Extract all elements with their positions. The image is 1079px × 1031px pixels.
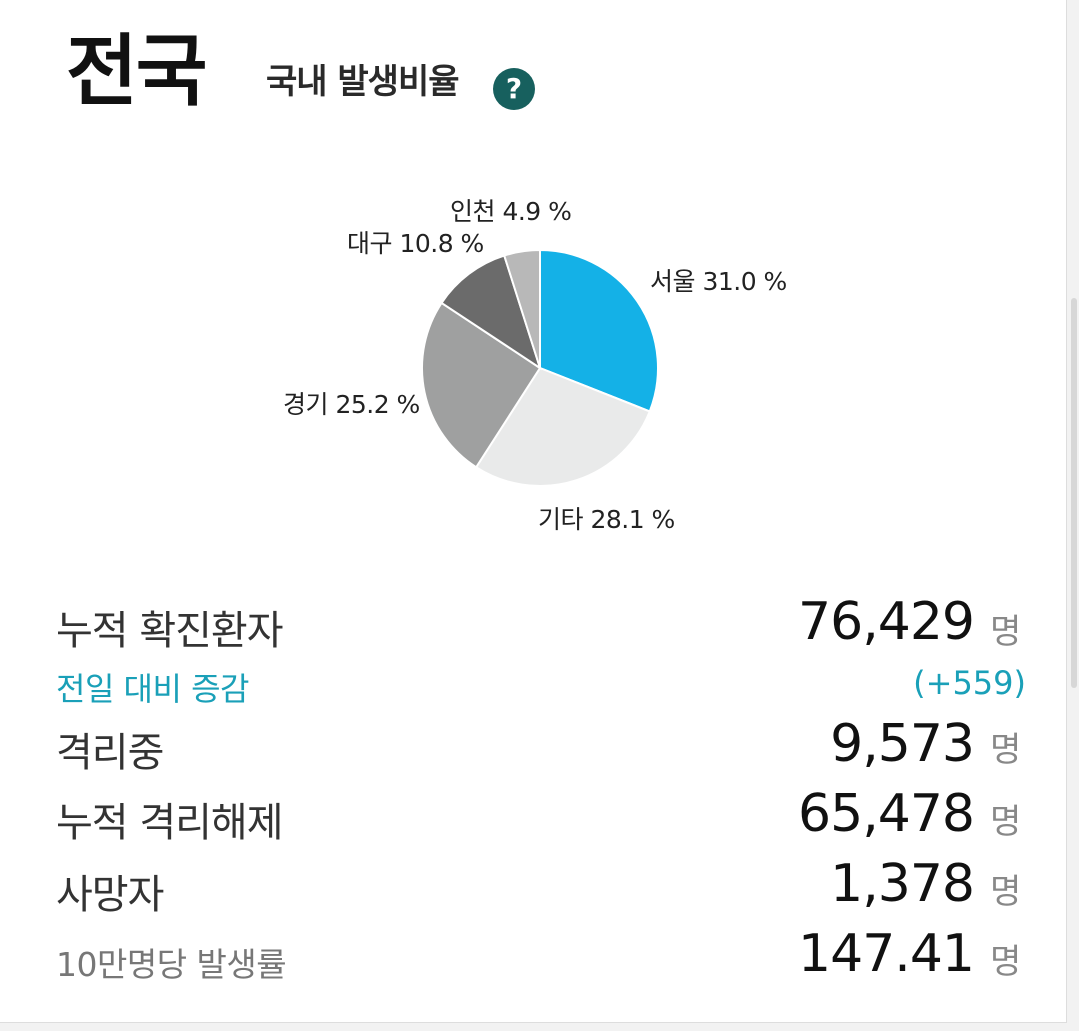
isolated-label: 격리중 (56, 730, 164, 776)
help-icon[interactable]: ? (493, 68, 535, 110)
region-title: 전국 (66, 27, 208, 117)
rate-unit: 명 (990, 942, 1022, 982)
rate-value: 147.41 (798, 924, 975, 984)
section-subtitle: 국내 발생비율 (266, 62, 460, 102)
confirmed-label: 누적 확진환자 (56, 608, 284, 654)
released-value: 65,478 (798, 784, 975, 844)
pie-label-incheon: 인천 4.9 % (450, 197, 572, 226)
released-unit: 명 (990, 802, 1022, 842)
pie-label-other: 기타 28.1 % (538, 505, 675, 534)
pie-slice-incheon (502, 248, 541, 369)
deaths-label: 사망자 (56, 872, 164, 918)
pie-label-gyeonggi: 경기 25.2 % (283, 390, 420, 419)
pie-slice-daegu (440, 254, 542, 371)
confirmed-unit: 명 (990, 612, 1022, 652)
pie-label-seoul: 서울 31.0 % (650, 267, 787, 296)
deaths-value: 1,378 (830, 854, 975, 914)
pie-chart (421, 248, 659, 487)
scrollbar[interactable] (1071, 298, 1077, 688)
pie-slice-gyeonggi (421, 301, 542, 469)
released-label: 누적 격리해제 (56, 800, 284, 846)
pie-label-daegu: 대구 10.8 % (347, 229, 484, 258)
delta-label: 전일 대비 증감 (56, 670, 249, 708)
confirmed-value: 76,429 (798, 592, 975, 652)
rate-label: 10만명당 발생률 (56, 945, 287, 984)
deaths-unit: 명 (990, 872, 1022, 912)
pie-slice-other (474, 366, 652, 487)
pie-slice-seoul (539, 248, 659, 413)
delta-value: (+559) (913, 664, 1026, 702)
isolated-unit: 명 (990, 730, 1022, 770)
isolated-value: 9,573 (830, 714, 975, 774)
